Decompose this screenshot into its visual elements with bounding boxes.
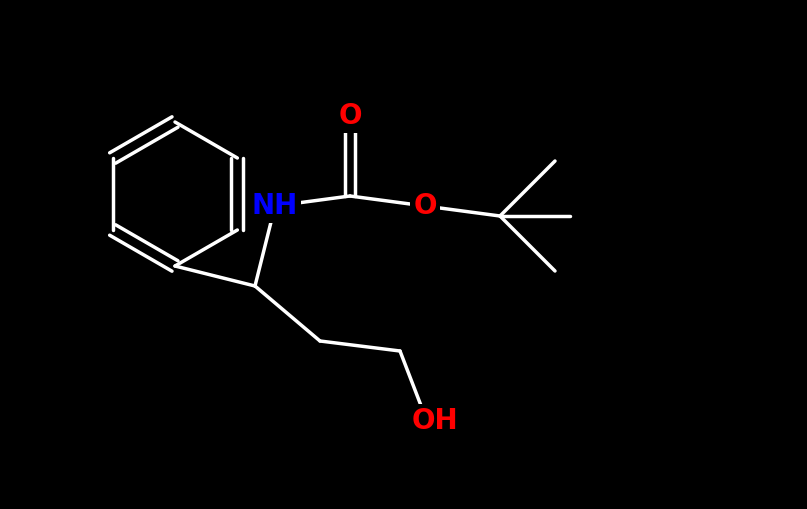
Text: NH: NH (252, 192, 298, 220)
Text: O: O (413, 192, 437, 220)
Text: OH: OH (412, 407, 458, 435)
Text: O: O (338, 102, 362, 130)
